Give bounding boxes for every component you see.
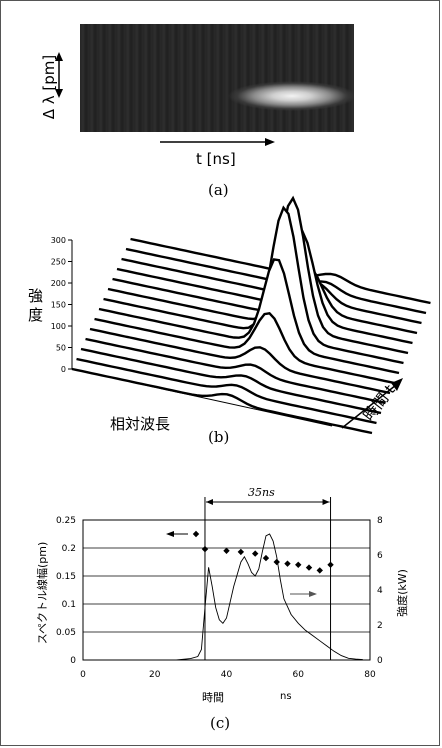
left-axis-label: スペクトル線幅(pm) xyxy=(36,541,49,645)
heatmap-image xyxy=(80,24,354,132)
x-axis-label: 時間 xyxy=(202,691,224,704)
linewidth-point xyxy=(273,558,280,566)
waterfall-slice xyxy=(98,258,400,375)
duration-annotation: 35ns xyxy=(248,486,275,499)
waterfall-slice xyxy=(76,357,377,425)
right-tick-label: 4 xyxy=(377,586,383,596)
relative-wavelength-label: 相対波長 xyxy=(110,415,171,433)
right-tick-label: 8 xyxy=(377,516,383,526)
z-tick-label: 250 xyxy=(51,258,66,267)
linewidth-point xyxy=(316,567,323,574)
waterfall-slice xyxy=(80,347,382,415)
linewidth-point xyxy=(262,554,270,562)
right-tick-label: 2 xyxy=(377,621,383,631)
z-tick-label: 0 xyxy=(61,365,66,374)
z-tick-label: 200 xyxy=(51,279,66,288)
linewidth-point xyxy=(305,564,313,571)
caption-a: (a) xyxy=(208,181,229,199)
left-tick-label: 0.15 xyxy=(56,572,76,582)
right-axis-label: 強度(kW) xyxy=(396,569,409,617)
x-tick-label: 40 xyxy=(221,670,233,680)
left-tick-label: 0 xyxy=(70,656,76,666)
waterfall-slice xyxy=(94,312,395,385)
x-tick-label: 20 xyxy=(149,670,161,680)
waterfall-slice xyxy=(71,367,373,435)
linewidth-point xyxy=(327,561,334,568)
z-tick-label: 100 xyxy=(51,322,66,331)
waterfall-slice xyxy=(85,337,386,405)
linewidth-point xyxy=(237,548,245,556)
z-tick-label: 300 xyxy=(51,236,66,245)
intensity-line xyxy=(176,533,363,661)
z-tick-label: 50 xyxy=(56,344,66,353)
x-tick-label: 80 xyxy=(364,670,376,680)
right-tick-label: 0 xyxy=(377,656,383,666)
linewidth-point xyxy=(284,560,291,567)
x-axis-unit: ns xyxy=(280,691,292,702)
linewidth-point xyxy=(295,561,302,568)
heatmap-xlabel: t [ns] xyxy=(196,150,236,168)
z-tick-label: 150 xyxy=(51,301,66,310)
caption-c: (c) xyxy=(210,714,231,732)
linewidth-point xyxy=(201,545,209,553)
time-axis-arrow xyxy=(341,384,397,429)
legend-diamond xyxy=(192,530,200,538)
waterfall-slice xyxy=(89,327,391,395)
linewidth-point xyxy=(223,547,230,554)
left-tick-label: 0.1 xyxy=(62,600,76,610)
right-tick-label: 6 xyxy=(377,551,383,561)
left-tick-label: 0.25 xyxy=(56,516,76,526)
left-tick-label: 0.2 xyxy=(62,544,76,554)
x-tick-label: 60 xyxy=(293,670,305,680)
plot-area xyxy=(82,519,371,661)
x-tick-label: 0 xyxy=(80,670,86,680)
intensity-label: 強度 xyxy=(28,287,44,324)
left-tick-label: 0.05 xyxy=(56,628,76,638)
linewidth-point xyxy=(252,550,259,557)
caption-b: (b) xyxy=(208,428,230,446)
